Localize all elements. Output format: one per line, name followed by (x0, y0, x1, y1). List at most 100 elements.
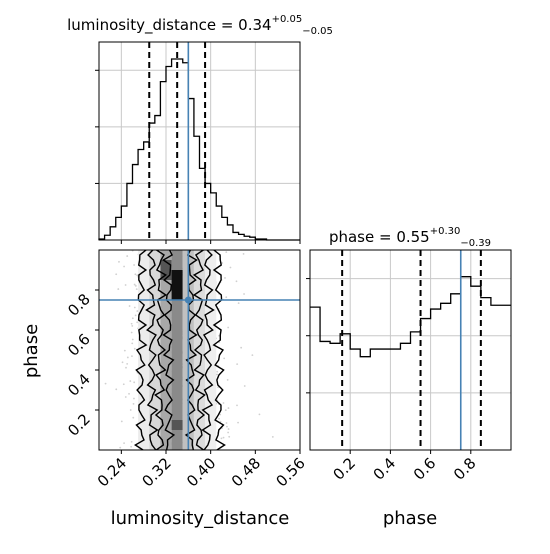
scatter-point (223, 357, 226, 360)
y-tick-label: 0.2 (64, 410, 94, 440)
scatter-point (133, 381, 136, 384)
scatter-point (128, 305, 131, 307)
joint-density-panel: 0.24 0.32 0.40 0.48 0.56 0.2 0.4 0.6 0.8 (64, 249, 309, 490)
density-cell (193, 420, 206, 430)
density-cell (138, 380, 150, 390)
scatter-point (115, 273, 118, 276)
density-cell (193, 400, 206, 410)
scatter-point (120, 420, 123, 423)
scatter-point (271, 436, 274, 438)
density-cell (138, 420, 150, 430)
scatter-point (126, 362, 129, 365)
scatter-point (216, 373, 219, 376)
density-cell (138, 280, 150, 290)
density-cell (149, 380, 161, 390)
scatter-point (124, 396, 127, 398)
scatter-point (130, 331, 133, 334)
density-cell (160, 410, 172, 420)
scatter-point (240, 346, 243, 349)
density-cell (193, 340, 206, 350)
scatter-point (92, 401, 94, 403)
scatter-point (130, 322, 133, 325)
scatter-point (130, 440, 133, 443)
truth-point (184, 296, 192, 304)
scatter-point (131, 325, 134, 327)
density-cell (171, 380, 183, 390)
scatter-point (134, 285, 137, 287)
scatter-point (236, 363, 239, 366)
scatter-point (134, 273, 137, 276)
density-cell (171, 280, 183, 290)
panel-frame (98, 249, 301, 451)
density-cell (149, 290, 161, 300)
density-cell (205, 380, 217, 390)
density-cell (149, 440, 161, 450)
scatter-point (131, 317, 134, 320)
density-cell (193, 270, 206, 280)
density-cell (205, 260, 217, 270)
density-cell (149, 410, 161, 420)
density-cell (138, 330, 150, 340)
contour-line (162, 250, 176, 450)
density-cell (171, 330, 183, 340)
density-cell (205, 280, 217, 290)
density-cell (205, 390, 217, 400)
scatter-point (136, 321, 139, 324)
density-cell (138, 270, 150, 280)
scatter-point (122, 383, 125, 386)
scatter-point (242, 252, 245, 255)
scatter-point (237, 421, 239, 424)
x-tick-label: 0.48 (228, 454, 264, 490)
density-cell (193, 350, 206, 360)
density-cell (193, 390, 206, 400)
density-cell (138, 250, 150, 260)
density-cell (138, 290, 150, 300)
scatter-point (117, 288, 120, 290)
scatter-point (133, 264, 135, 266)
density-cell (149, 250, 161, 260)
scatter-point (224, 277, 226, 279)
scatter-point (131, 355, 133, 358)
density-cell (138, 370, 150, 380)
density-cell (138, 260, 150, 270)
density-cell (138, 430, 150, 440)
density-cell (205, 340, 217, 350)
scatter-point (123, 349, 126, 352)
density-cell (171, 440, 183, 450)
scatter-point (228, 435, 231, 438)
density-cell (171, 340, 183, 350)
density-cell (160, 380, 172, 390)
x-tick-label: 0.2 (329, 454, 359, 484)
density-cell (138, 400, 150, 410)
density-cell (193, 260, 206, 270)
density-cell (205, 410, 217, 420)
scatter-point (226, 379, 229, 381)
density-cell (193, 250, 206, 260)
density-cell (205, 320, 217, 330)
y-tick-label: 0.4 (64, 370, 94, 400)
density-cell (160, 430, 172, 440)
density-cell (171, 310, 183, 320)
scatter-point (118, 260, 120, 263)
density-cell (149, 270, 161, 280)
contour-line (145, 250, 159, 450)
density-cell (138, 390, 150, 400)
density-cell (193, 290, 206, 300)
density-cell (138, 440, 150, 450)
luminosity-distance-histogram-panel (95, 41, 301, 244)
density-cell (138, 340, 150, 350)
scatter-point (136, 310, 139, 312)
density-cell (138, 350, 150, 360)
density-cell (160, 400, 172, 410)
density-cell (193, 330, 206, 340)
scatter-point (218, 334, 220, 337)
scatter-point (221, 262, 224, 264)
density-cell (205, 330, 217, 340)
density-cell (193, 280, 206, 290)
scatter-point (220, 437, 223, 440)
scatter-point (216, 370, 219, 373)
density-cell (171, 300, 183, 310)
density-cell (171, 250, 183, 260)
contour-line (201, 250, 215, 450)
